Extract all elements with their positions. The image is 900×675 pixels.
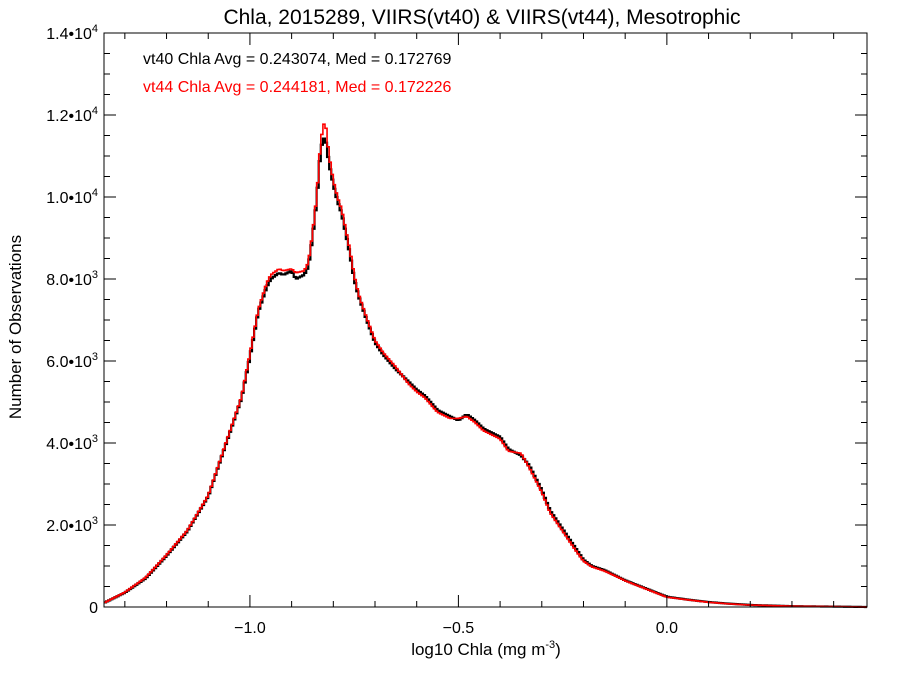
tick-layer: −1.0 −0.5 0.0 0 2.0•103 4.0•103 6.0•103 8.0•103… (46, 23, 867, 637)
y-tick-label: 1.2•104 (46, 105, 98, 125)
y-tick-label: 1.4•104 (46, 23, 98, 43)
y-tick-label: 4.0•103 (46, 433, 98, 453)
y-tick-label: 1.0•104 (46, 187, 98, 207)
x-tick-label: 0.0 (656, 620, 678, 637)
x-axis-title: log10 Chla (mg m-3) (411, 639, 561, 659)
x-tick-label: −1.0 (234, 620, 266, 637)
series-vt40-histogram (104, 137, 867, 609)
x-axis-title-unit-exponent: -3 (545, 639, 555, 651)
x-axis-title-main: log10 Chla (mg m (411, 640, 545, 659)
y-tick-label: 2.0•103 (46, 515, 98, 535)
y-axis-title: Number of Observations (6, 235, 25, 419)
vt40-stats-annotation: vt40 Chla Avg = 0.243074, Med = 0.172769 (143, 51, 451, 68)
vt44-stats-annotation: vt44 Chla Avg = 0.244181, Med = 0.172226 (143, 79, 451, 96)
plot-frame (103, 32, 868, 608)
series-layer (104, 123, 867, 609)
y-tick-label: 8.0•103 (46, 269, 98, 289)
chart-title: Chla, 2015289, VIIRS(vt40) & VIIRS(vt44)… (223, 6, 740, 29)
x-axis-title-tail: ) (555, 640, 561, 659)
y-tick-label: 6.0•103 (46, 351, 98, 371)
y-tick-label: 0 (89, 600, 98, 617)
x-tick-label: −0.5 (443, 620, 475, 637)
series-vt44-histogram (104, 123, 867, 608)
